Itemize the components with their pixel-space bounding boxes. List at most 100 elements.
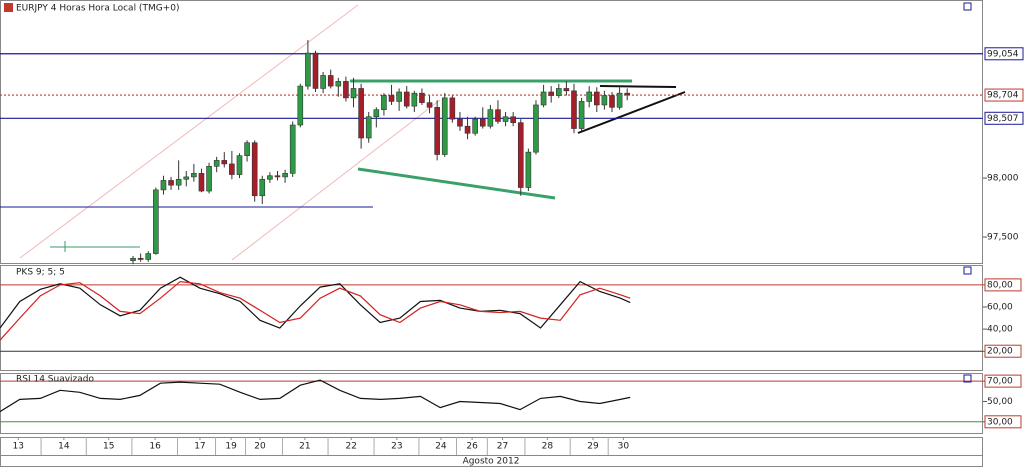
candle-body	[510, 116, 516, 123]
y-tick-label: 97,500	[987, 233, 1019, 243]
price-label-box	[984, 111, 1024, 125]
candle-body	[305, 52, 311, 87]
candle-body	[578, 101, 585, 129]
x-tick-label: 24	[435, 442, 447, 452]
x-tick-label: 26	[466, 442, 478, 452]
indicator-line	[0, 379, 631, 413]
candle-body	[571, 90, 577, 129]
pks-panel	[0, 265, 983, 371]
candle-body	[168, 180, 174, 186]
candle-body	[221, 160, 228, 165]
price-label: 99,054	[987, 49, 1019, 59]
candle-body	[130, 257, 136, 261]
x-tick-label: 29	[587, 442, 599, 452]
candle-body	[419, 92, 425, 103]
candle-body	[487, 109, 494, 127]
candle-body	[350, 88, 357, 99]
trend-line	[19, 4, 359, 259]
indicator-line	[0, 276, 631, 329]
candle-body	[540, 91, 547, 106]
symbol-icon	[4, 3, 13, 12]
x-tick-label: 15	[103, 442, 114, 452]
level-label-box	[984, 278, 1022, 292]
candle-body	[479, 118, 486, 127]
candle-body	[312, 52, 319, 89]
candle-body	[183, 176, 190, 180]
candle-body	[175, 178, 182, 186]
candle-body	[244, 142, 250, 156]
price-label-box	[984, 88, 1024, 102]
candle-body	[388, 95, 395, 102]
candle-body	[434, 107, 440, 155]
candle-body	[495, 109, 501, 122]
indicator-line	[0, 280, 631, 341]
x-tick-label: 19	[225, 442, 237, 452]
level-label-box	[984, 374, 1022, 388]
candle-body	[365, 116, 372, 139]
y-tick-label: 98,000	[987, 174, 1019, 184]
candle-body	[289, 124, 296, 174]
candle-body	[525, 151, 532, 188]
y-tick-label: 30,00	[987, 417, 1013, 427]
candle-body	[601, 95, 608, 106]
candle-body	[229, 163, 235, 175]
x-tick-label: 13	[13, 442, 24, 452]
candle-body	[449, 97, 456, 120]
x-axis-label: Agosto 2012	[463, 457, 520, 467]
maximize-button[interactable]	[963, 374, 972, 383]
y-tick-label: 60,00	[987, 303, 1013, 313]
candle-body	[145, 253, 152, 260]
candle-body	[274, 175, 281, 178]
candle-body	[251, 142, 258, 197]
candle-body	[381, 95, 387, 110]
x-tick-label: 27	[497, 442, 508, 452]
candle-body	[464, 125, 471, 134]
maximize-button[interactable]	[963, 266, 972, 275]
candle-body	[267, 175, 273, 180]
candle-body	[213, 160, 220, 167]
maximize-button[interactable]	[963, 2, 972, 11]
x-tick-label: 30	[618, 442, 630, 452]
candle-body	[137, 257, 144, 260]
candle-body	[206, 165, 212, 192]
candle-body	[198, 173, 205, 192]
y-tick-label: 70,00	[987, 377, 1013, 387]
trend-line	[231, 99, 441, 261]
candle-body	[624, 92, 631, 96]
candle-body	[358, 88, 364, 139]
candle-body	[259, 178, 266, 197]
price-label-box	[984, 47, 1024, 61]
candle-body	[297, 85, 304, 126]
candle-body	[586, 91, 592, 102]
candle-body	[327, 75, 334, 87]
x-tick-label: 20	[254, 442, 266, 452]
candle-body	[411, 92, 418, 107]
price-label: 98,507	[987, 114, 1019, 124]
candle-body	[153, 189, 159, 254]
triangle-bottom	[577, 91, 686, 134]
candle-body	[320, 75, 326, 89]
triangle-top	[599, 85, 677, 88]
candle-body	[160, 180, 167, 191]
candle-body	[472, 118, 478, 134]
candle-body	[616, 92, 623, 108]
level-label-box	[984, 415, 1022, 429]
candle-body	[593, 91, 600, 106]
candle-body	[335, 81, 342, 87]
candle-body	[548, 91, 554, 96]
candle-body	[609, 95, 615, 108]
candle-body	[191, 173, 197, 178]
candle-body	[457, 118, 463, 127]
candle-body	[373, 109, 380, 118]
level-label-box	[984, 344, 1022, 358]
candle-body	[441, 97, 448, 155]
main-panel	[0, 0, 983, 264]
candle-body	[396, 91, 402, 102]
price-label: 98,704	[987, 91, 1019, 101]
x-tick-label: 28	[542, 442, 554, 452]
candle-body	[502, 116, 509, 122]
x-tick-label: 16	[149, 442, 161, 452]
x-tick-label: 14	[58, 442, 70, 452]
